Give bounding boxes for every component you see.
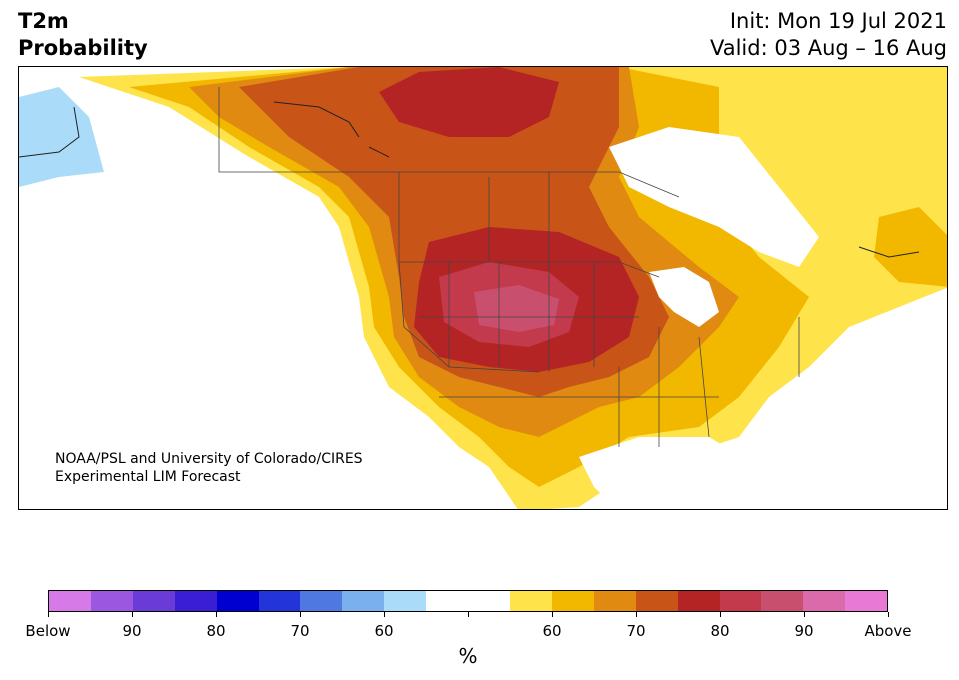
boundaries	[218, 87, 800, 447]
colorbar-swatch	[803, 591, 846, 611]
colorbar-tick-label: 70	[290, 622, 310, 640]
colorbar-tick	[299, 612, 301, 617]
colorbar-units: %	[458, 644, 478, 668]
colorbar-swatch	[468, 591, 510, 611]
colorbar-tick	[467, 612, 469, 617]
figure-title: T2m Probability	[18, 8, 148, 62]
colorbar-swatch	[761, 591, 804, 611]
colorbar-tick-label: 90	[794, 622, 814, 640]
colorbar-swatch	[342, 591, 385, 611]
credit-line-1: NOAA/PSL and University of Colorado/CIRE…	[55, 451, 363, 467]
colorbar-tick	[635, 612, 637, 617]
forecast-map	[18, 66, 948, 510]
colorbar-swatch	[174, 591, 217, 611]
product-label: Probability	[18, 36, 148, 60]
colorbar-swatch	[509, 591, 552, 611]
colorbar-tick-label: 70	[626, 622, 646, 640]
init-date: Init: Mon 19 Jul 2021	[729, 9, 947, 33]
gulf-of-mexico	[579, 437, 779, 509]
colorbar-tick-label: Below	[25, 622, 71, 640]
colorbar-tick	[383, 612, 385, 617]
colorbar-tick	[47, 612, 49, 617]
date-info: Init: Mon 19 Jul 2021 Valid: 03 Aug – 16…	[710, 8, 947, 62]
colorbar-tick	[551, 612, 553, 617]
colorbar-swatch	[258, 591, 301, 611]
colorbar-swatch	[593, 591, 636, 611]
colorbar-swatch	[719, 591, 762, 611]
hudson-bay	[609, 127, 819, 267]
prob-region-pink	[474, 285, 559, 332]
great-lakes	[649, 267, 719, 327]
credit-text: NOAA/PSL and University of Colorado/CIRE…	[55, 450, 363, 486]
colorbar-swatch	[551, 591, 594, 611]
colorbar-swatch	[49, 591, 91, 611]
colorbar	[48, 590, 888, 612]
variable-label: T2m	[18, 9, 69, 33]
colorbar-tick	[719, 612, 721, 617]
valid-range: Valid: 03 Aug – 16 Aug	[709, 36, 947, 60]
colorbar-tick	[215, 612, 217, 617]
colorbar-tick-label: 80	[206, 622, 226, 640]
credit-line-2: Experimental LIM Forecast	[55, 469, 241, 485]
colorbar-tick	[887, 612, 889, 617]
colorbar-tick-label: 60	[374, 622, 394, 640]
colorbar-tick-label: Above	[864, 622, 912, 640]
colorbar-swatch	[216, 591, 259, 611]
map-canvas	[19, 67, 947, 509]
colorbar-tick-label: 80	[710, 622, 730, 640]
prob-region-red-north	[379, 67, 559, 137]
land-fill	[19, 67, 947, 509]
colorbar-tick-label: 60	[542, 622, 562, 640]
colorbar-tick	[131, 612, 133, 617]
colorbar-swatch	[384, 591, 427, 611]
colorbar-tick-label: 90	[122, 622, 142, 640]
colorbar-swatch	[132, 591, 175, 611]
pacific-ocean	[19, 157, 488, 509]
colorbar-swatch	[426, 591, 469, 611]
prob-region-atlantic	[874, 207, 947, 287]
colorbar-swatch	[635, 591, 678, 611]
colorbar-swatch	[90, 591, 133, 611]
prob-region-blue	[19, 87, 104, 187]
colorbar-swatch	[845, 591, 888, 611]
colorbar-swatch	[300, 591, 343, 611]
colorbar-swatch	[677, 591, 720, 611]
colorbar-tick	[803, 612, 805, 617]
coastlines	[19, 101, 920, 258]
